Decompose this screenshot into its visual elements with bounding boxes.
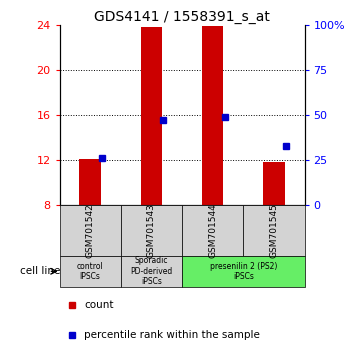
Bar bbox=[182, 205, 243, 256]
Text: GSM701542: GSM701542 bbox=[86, 203, 94, 258]
Text: GSM701543: GSM701543 bbox=[147, 203, 156, 258]
Text: GSM701544: GSM701544 bbox=[208, 203, 217, 258]
Text: cell line: cell line bbox=[20, 266, 61, 276]
Bar bbox=[79, 159, 101, 205]
Bar bbox=[202, 26, 223, 205]
Bar bbox=[121, 205, 182, 256]
Text: control
IPSCs: control IPSCs bbox=[77, 262, 104, 281]
Bar bbox=[263, 162, 285, 205]
Text: GSM701545: GSM701545 bbox=[270, 203, 278, 258]
Title: GDS4141 / 1558391_s_at: GDS4141 / 1558391_s_at bbox=[94, 10, 270, 24]
Bar bbox=[60, 256, 121, 287]
Text: presenilin 2 (PS2)
iPSCs: presenilin 2 (PS2) iPSCs bbox=[210, 262, 277, 281]
Text: count: count bbox=[84, 300, 113, 310]
Text: percentile rank within the sample: percentile rank within the sample bbox=[84, 330, 260, 341]
Bar bbox=[121, 256, 182, 287]
Bar bbox=[182, 256, 304, 287]
Bar bbox=[243, 205, 304, 256]
Bar bbox=[60, 205, 121, 256]
Bar bbox=[141, 27, 162, 205]
Text: Sporadic
PD-derived
iPSCs: Sporadic PD-derived iPSCs bbox=[130, 256, 173, 286]
